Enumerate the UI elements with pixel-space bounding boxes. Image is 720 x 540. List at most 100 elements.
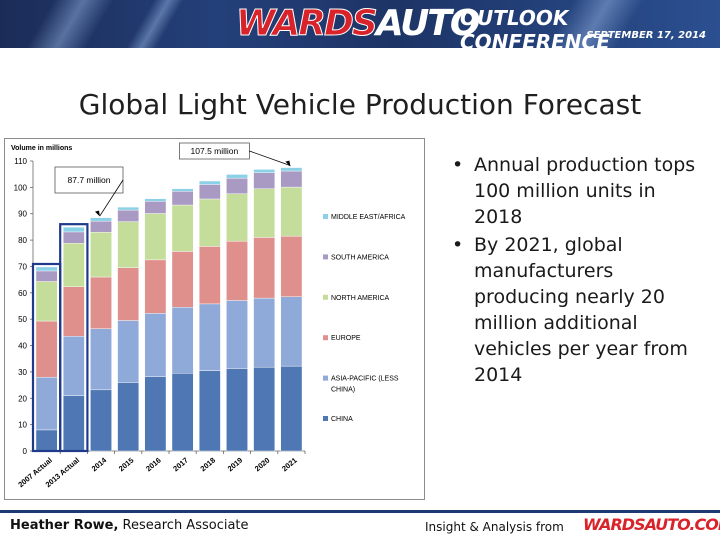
bar-segment bbox=[35, 270, 58, 282]
bar-segment bbox=[117, 209, 140, 222]
legend-swatch bbox=[323, 375, 328, 381]
bar-segment bbox=[35, 320, 58, 378]
bar-segment bbox=[62, 336, 85, 396]
bar-segment bbox=[144, 259, 167, 314]
bar-segment bbox=[226, 193, 248, 242]
bar-segment bbox=[253, 366, 276, 452]
bar-segment bbox=[198, 180, 221, 185]
x-tick-label: 2020 bbox=[253, 456, 272, 474]
bar-segment bbox=[226, 300, 248, 369]
footer-divider bbox=[0, 510, 720, 513]
bar-segment bbox=[90, 328, 112, 391]
bar-segment bbox=[62, 226, 85, 233]
slide-title: Global Light Vehicle Production Forecast bbox=[78, 88, 642, 121]
bar-segment bbox=[62, 243, 85, 287]
x-tick-label: 2021 bbox=[280, 456, 299, 474]
bar-segment bbox=[117, 206, 140, 211]
legend-label: SOUTH AMERICA bbox=[331, 254, 389, 261]
bar-segment bbox=[35, 429, 58, 452]
bar-segment bbox=[171, 251, 194, 308]
x-tick-label: 2017 bbox=[171, 456, 190, 474]
bar-segment bbox=[280, 170, 303, 188]
y-tick-label: 0 bbox=[23, 447, 28, 456]
bar-segment bbox=[198, 184, 221, 200]
bar-segment bbox=[144, 201, 167, 214]
bar-segment bbox=[117, 382, 140, 452]
presenter-name: Heather Rowe, bbox=[10, 518, 119, 533]
bar-segment bbox=[62, 286, 85, 337]
bar-segment bbox=[226, 240, 248, 301]
bar-segment bbox=[253, 237, 276, 299]
bar-segment bbox=[117, 267, 140, 321]
y-tick-label: 70 bbox=[18, 262, 27, 271]
bar-segment bbox=[90, 389, 112, 452]
bar-segment bbox=[171, 188, 194, 192]
production-chart: Volume in millions 0 10 20 30 40 50 60 70 80 90 100… bbox=[11, 142, 406, 489]
bar-segment bbox=[253, 172, 276, 189]
chart-title: Volume in millions bbox=[11, 145, 72, 152]
legend-swatch bbox=[323, 294, 328, 300]
x-tick-label: 2018 bbox=[199, 456, 218, 474]
bar-segment bbox=[171, 373, 194, 452]
bar-segment bbox=[117, 320, 140, 383]
presenter-credit: Heather Rowe, Research Associate bbox=[10, 518, 249, 533]
bullet-item: • Annual production tops 100 million unit… bbox=[448, 152, 708, 230]
insight-text: Insight & Analysis from bbox=[425, 520, 564, 534]
bar-segment bbox=[198, 303, 221, 371]
bar-segment bbox=[280, 296, 303, 367]
bar-segment bbox=[35, 376, 58, 431]
bar-segment bbox=[253, 297, 276, 368]
y-tick-label: 40 bbox=[18, 342, 27, 351]
highlight-box bbox=[59, 223, 89, 453]
legend-swatch bbox=[323, 335, 328, 341]
annotation-arrowhead bbox=[95, 210, 100, 217]
legend-label: CHINA bbox=[331, 416, 353, 423]
y-tick-label: 10 bbox=[18, 421, 27, 430]
y-tick-label: 50 bbox=[18, 315, 27, 324]
bar-segment bbox=[90, 231, 112, 278]
legend-label: EUROPE bbox=[331, 335, 361, 342]
wardsauto-footer-logo: WARDSAUTO.COM bbox=[583, 515, 720, 534]
presenter-role: Research Associate bbox=[122, 518, 249, 533]
banner-streak bbox=[126, 0, 184, 48]
bar-segment bbox=[90, 276, 112, 329]
bar-segment bbox=[62, 231, 85, 244]
bar-segment bbox=[35, 281, 58, 322]
x-tick-label: 2015 bbox=[117, 456, 136, 474]
bar-segment bbox=[280, 167, 303, 172]
chart-frame: Volume in millions 0 10 20 30 40 50 60 70 80 90 100… bbox=[4, 138, 425, 500]
conference-banner: WARDSAUTO OUTLOOK CONFERENCE SEPTEMBER 1… bbox=[0, 0, 720, 48]
bar-segment bbox=[280, 186, 303, 237]
legend-swatch bbox=[323, 416, 328, 421]
bar-segment bbox=[171, 307, 194, 374]
bar-segment bbox=[280, 365, 303, 452]
bar-segment bbox=[198, 198, 221, 247]
bar-segment bbox=[90, 220, 112, 233]
banner-streak bbox=[26, 0, 114, 48]
bar-segment bbox=[198, 246, 221, 305]
bar-segment bbox=[35, 266, 58, 272]
y-tick-label: 80 bbox=[18, 236, 27, 245]
bar-segment bbox=[253, 169, 276, 173]
y-tick-label: 20 bbox=[18, 394, 27, 403]
bullet-text: By 2021, global manufacturers producing … bbox=[474, 234, 688, 386]
bullet-dot: • bbox=[452, 234, 464, 256]
conference-date: SEPTEMBER 17, 2014 bbox=[586, 30, 706, 41]
y-tick-label: 110 bbox=[14, 157, 27, 166]
legend-label: MIDDLE EAST/AFRICA bbox=[331, 214, 406, 221]
bar-segment bbox=[280, 235, 303, 297]
bar-segment bbox=[144, 376, 167, 452]
y-tick-label: 30 bbox=[18, 368, 27, 377]
annotation-text: 107.5 million bbox=[191, 146, 239, 156]
y-tick-label: 100 bbox=[14, 183, 28, 192]
annotation-arrowhead bbox=[285, 160, 291, 167]
bar-segment bbox=[117, 221, 140, 268]
bar-segment bbox=[144, 313, 167, 377]
annotation-arrow bbox=[99, 179, 124, 216]
bullet-item: • By 2021, global manufacturers producing… bbox=[448, 232, 708, 388]
x-tick-label: 2016 bbox=[144, 456, 163, 474]
wardsauto-logo: WARDSAUTO bbox=[236, 3, 481, 45]
bar-segment bbox=[226, 368, 248, 452]
bar-segment bbox=[90, 217, 112, 222]
annotation-text: 87.7 million bbox=[68, 175, 111, 185]
